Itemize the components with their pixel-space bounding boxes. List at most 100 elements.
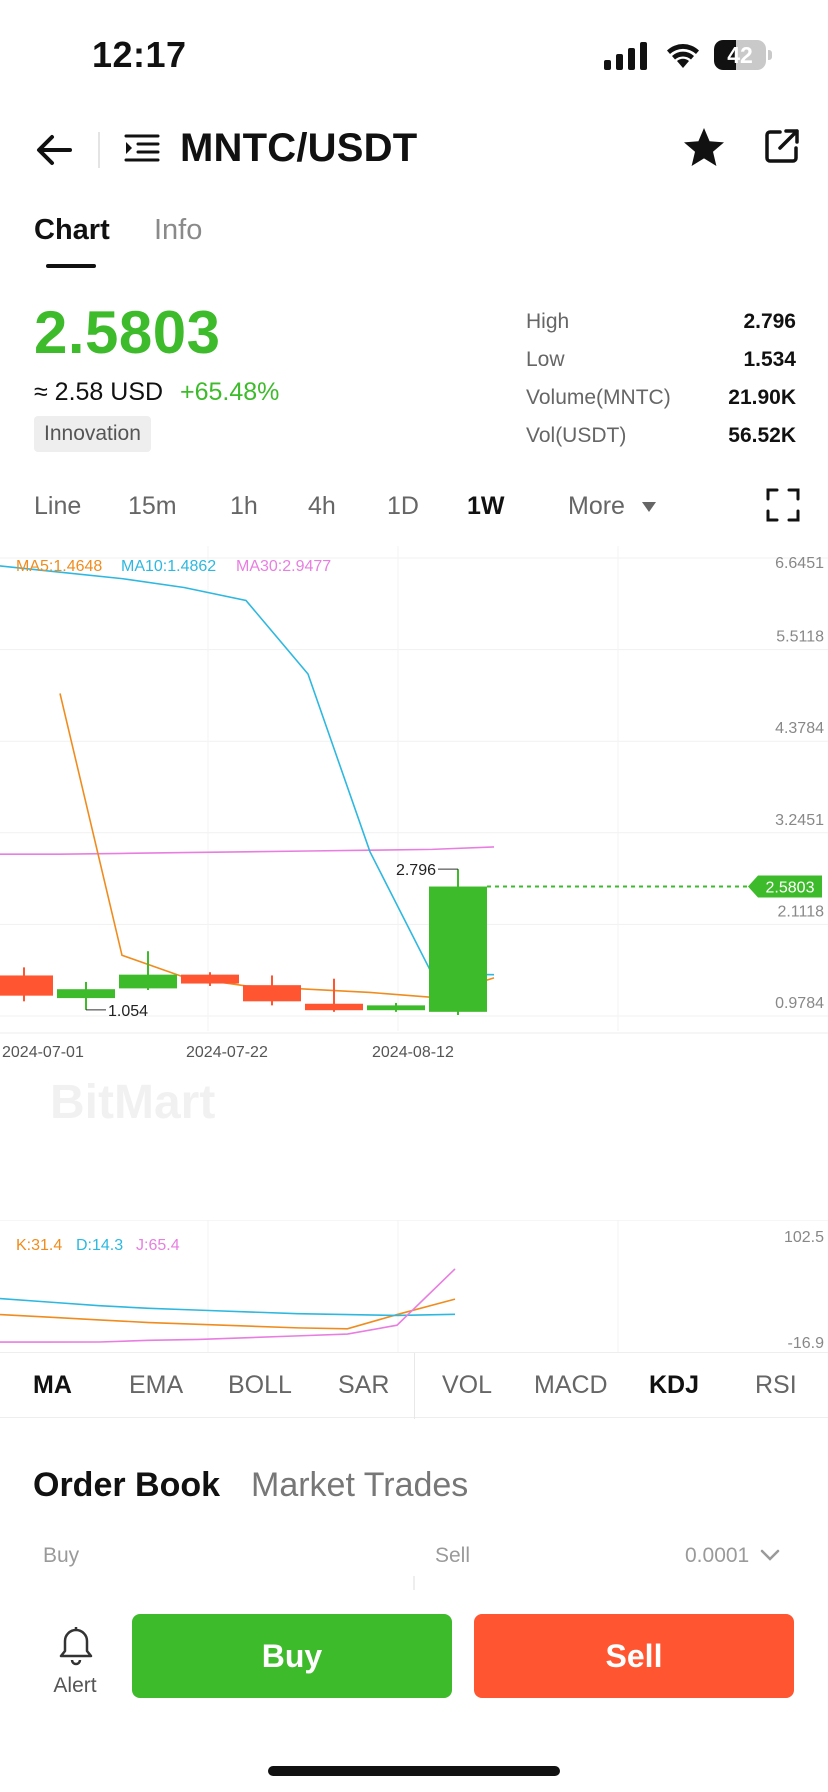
fullscreen-icon[interactable] (766, 488, 800, 522)
candle-body (429, 886, 487, 1012)
kdj-d-line (0, 1297, 456, 1317)
stat-volume-quote: Vol(USDT) 56.52K (526, 424, 796, 447)
active-tab-indicator (46, 264, 96, 268)
zone-tag: Innovation (34, 416, 151, 452)
stat-low: Low 1.534 (526, 348, 796, 371)
low-price-label: 1.054 (108, 1003, 148, 1020)
candle (57, 981, 115, 1010)
stat-volume-base: Volume(MNTC) 21.90K (526, 386, 796, 409)
tab-order-book[interactable]: Order Book (33, 1466, 221, 1504)
candle (119, 951, 177, 991)
kdj-chart: 102.5 -16.9 K:31.4 D:14.3 J:65.4 (0, 1220, 828, 1352)
y-axis-tick-label: 2.1118 (777, 903, 824, 920)
interval-more[interactable]: More (568, 492, 625, 520)
indicator-rsi[interactable]: RSI (755, 1371, 797, 1399)
y-axis-tick-label: 5.5118 (776, 629, 824, 646)
candle-body (57, 989, 115, 999)
interval-4h[interactable]: 4h (308, 492, 336, 520)
back-arrow-icon[interactable] (30, 124, 82, 176)
last-price-tag (748, 875, 822, 898)
candle (367, 1002, 425, 1012)
candle (181, 972, 239, 986)
buy-button[interactable]: Buy (132, 1614, 452, 1698)
y-axis-tick-label: 3.2451 (775, 812, 824, 829)
candle-body (305, 1003, 363, 1011)
indicator-divider (414, 1353, 415, 1419)
ma5-line (59, 693, 495, 999)
favorite-star-icon[interactable] (680, 124, 728, 172)
alert-label: Alert (53, 1674, 97, 1697)
alert-button[interactable]: Alert (40, 1626, 110, 1706)
interval-1w[interactable]: 1W (467, 492, 505, 520)
ma10-line (0, 565, 495, 976)
header-divider (98, 132, 100, 168)
legend-d: D:14.3 (76, 1237, 123, 1254)
candle (429, 869, 487, 1016)
last-price-tag-label: 2.5803 (766, 880, 815, 897)
price-change: +65.48% (180, 378, 280, 406)
y-axis-tick-label: 6.6451 (775, 555, 824, 572)
home-indicator (268, 1766, 560, 1776)
indicator-sar[interactable]: SAR (338, 1371, 390, 1399)
header: MNTC/USDT (0, 110, 828, 200)
candle (305, 978, 363, 1012)
market-list-icon[interactable] (122, 128, 162, 168)
orderbook-buy-header: Buy (43, 1544, 80, 1567)
last-price: 2.5803 (34, 299, 221, 366)
cellular-signal-icon (604, 42, 647, 70)
caret-down-icon (642, 502, 656, 512)
indicator-ma[interactable]: MA (33, 1371, 72, 1399)
candle (0, 967, 53, 1002)
interval-1d[interactable]: 1D (387, 492, 419, 520)
indicator-boll[interactable]: BOLL (228, 1371, 292, 1399)
legend-ma5: MA5:1.4648 (16, 558, 102, 575)
y-axis-tick-label: 4.3784 (775, 720, 824, 737)
stat-high: High 2.796 (526, 310, 796, 333)
y-axis-tick-label: 102.5 (784, 1229, 824, 1246)
candle-body (367, 1005, 425, 1011)
stats-panel: High 2.796 Low 1.534 Volume(MNTC) 21.90K… (526, 306, 796, 458)
indicator-kdj[interactable]: KDJ (649, 1371, 700, 1399)
tab-market-trades[interactable]: Market Trades (251, 1466, 469, 1504)
interval-line[interactable]: Line (34, 492, 82, 520)
chart-watermark: BitMart (50, 1076, 215, 1129)
wifi-icon (667, 44, 699, 68)
usd-price: ≈ 2.58 USD (34, 378, 164, 406)
legend-j: J:65.4 (136, 1237, 180, 1254)
high-price-label: 2.796 (396, 862, 436, 879)
legend-k: K:31.4 (16, 1237, 62, 1254)
candle-body (119, 974, 177, 989)
indicator-vol[interactable]: VOL (442, 1371, 493, 1399)
tab-info[interactable]: Info (154, 214, 203, 246)
bell-icon (59, 1627, 93, 1666)
indicator-macd[interactable]: MACD (534, 1371, 608, 1399)
bottom-action-bar: Alert Buy Sell (0, 1590, 828, 1792)
candlestick-chart[interactable]: BitMart 6.6451 5.5118 4.3784 3.2451 2.1118 0.… (0, 546, 828, 1186)
interval-1h[interactable]: 1h (230, 492, 258, 520)
kdj-k-line (0, 1298, 456, 1330)
candle (243, 975, 301, 1006)
share-icon[interactable] (762, 126, 802, 166)
tab-chart[interactable]: Chart (34, 214, 110, 246)
battery-level: 42 (727, 42, 753, 68)
orderbook-divider (413, 1576, 415, 1590)
status-bar: 12:17 42 (0, 0, 828, 110)
x-axis-tick-label: 2024-08-12 (372, 1044, 454, 1061)
sell-button[interactable]: Sell (474, 1614, 794, 1698)
kdj-j-line (0, 1268, 456, 1343)
chevron-down-icon[interactable] (760, 1548, 780, 1562)
candle-body (243, 985, 301, 1002)
pair-title: MNTC/USDT (180, 126, 418, 170)
interval-15m[interactable]: 15m (128, 492, 177, 520)
indicator-bar: MA EMA BOLL SAR VOL MACD KDJ RSI (0, 1352, 828, 1419)
battery-icon: 42 (714, 40, 772, 70)
status-time: 12:17 (92, 34, 187, 75)
y-axis-tick-label: 0.9784 (775, 995, 824, 1012)
indicator-ema[interactable]: EMA (129, 1371, 184, 1399)
precision-selector[interactable]: 0.0001 (685, 1544, 750, 1567)
view-tabs: Chart Info (0, 210, 828, 270)
candle-body (181, 974, 239, 984)
orderbook-sell-header: Sell (435, 1544, 471, 1567)
interval-bar: Line 15m 1h 4h 1D 1W More (0, 486, 828, 530)
candle-body (0, 975, 53, 996)
